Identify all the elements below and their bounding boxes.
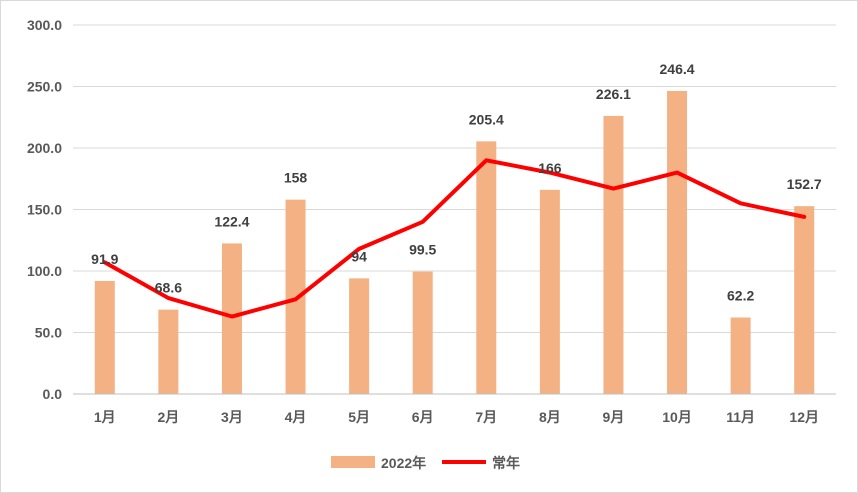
y-tick-label: 50.0 <box>35 325 62 341</box>
bar-data-label: 91.9 <box>91 251 118 267</box>
y-tick-label: 250.0 <box>27 79 62 95</box>
bar-data-label: 94 <box>351 248 367 264</box>
bar <box>794 206 815 394</box>
legend-swatch-bar <box>331 456 375 468</box>
y-tick-label: 200.0 <box>27 140 62 156</box>
bar-data-label: 62.2 <box>727 287 754 303</box>
x-tick-label: 7月 <box>475 409 497 425</box>
y-tick-label: 100.0 <box>27 263 62 279</box>
bar-data-label: 246.4 <box>660 61 695 77</box>
bar <box>603 115 624 394</box>
x-tick-label: 10月 <box>662 409 692 425</box>
legend: 2022年 常年 <box>331 455 520 471</box>
x-tick-label: 6月 <box>412 409 434 425</box>
x-tick-label: 11月 <box>726 409 755 425</box>
line-layer <box>102 158 807 319</box>
x-tick-label: 12月 <box>789 409 819 425</box>
y-tick-label: 150.0 <box>27 202 62 218</box>
x-tick-label: 3月 <box>221 409 243 425</box>
bar-data-label: 152.7 <box>787 176 822 192</box>
bar <box>667 90 688 394</box>
label-layer: 91.9 68.6 122.4 158 94 99.5 205.4 166 226.1 246.4… <box>91 61 822 304</box>
bar-data-label: 158 <box>284 170 308 186</box>
bar-data-label: 205.4 <box>469 111 504 127</box>
bar <box>412 271 433 394</box>
bar <box>349 278 370 394</box>
bar-data-label: 99.5 <box>409 242 436 258</box>
legend-label-bar: 2022年 <box>381 455 426 471</box>
x-tick-label: 5月 <box>348 409 370 425</box>
bar-data-label: 68.6 <box>155 280 182 296</box>
bar <box>730 317 751 394</box>
bar-data-label: 226.1 <box>596 86 631 102</box>
bar-data-label: 166 <box>538 160 562 176</box>
y-tick-label: 300.0 <box>27 17 62 33</box>
bar <box>539 189 560 394</box>
x-tick-label: 9月 <box>603 409 625 425</box>
x-tick-label: 2月 <box>157 409 179 425</box>
bar-layer <box>94 90 815 394</box>
x-tick-label: 8月 <box>539 409 561 425</box>
x-tick-label: 1月 <box>94 409 116 425</box>
bar <box>94 280 115 394</box>
series-line <box>102 158 807 319</box>
legend-label-line: 常年 <box>492 455 520 471</box>
bar <box>158 309 179 394</box>
grid-layer <box>73 24 836 333</box>
axis-layer: 0.0 50.0 100.0 150.0 200.0 250.0 300.0 1月 2月 3月 4月… <box>27 17 836 425</box>
bar <box>476 141 497 394</box>
x-tick-label: 4月 <box>285 409 307 425</box>
y-tick-label: 0.0 <box>43 386 63 402</box>
bar-data-label: 122.4 <box>214 213 249 229</box>
bar <box>221 243 242 394</box>
